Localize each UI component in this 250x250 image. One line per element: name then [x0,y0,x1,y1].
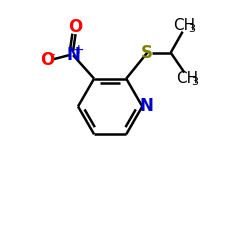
Text: 3: 3 [191,77,198,87]
Text: N: N [140,98,154,116]
Text: S: S [141,44,153,62]
Text: -: - [49,47,55,62]
Text: CH: CH [176,71,198,86]
Text: N: N [66,46,80,64]
Text: O: O [68,18,83,36]
Text: O: O [40,50,54,68]
Text: 3: 3 [188,24,196,34]
Text: CH: CH [174,18,196,33]
Text: +: + [72,43,84,57]
